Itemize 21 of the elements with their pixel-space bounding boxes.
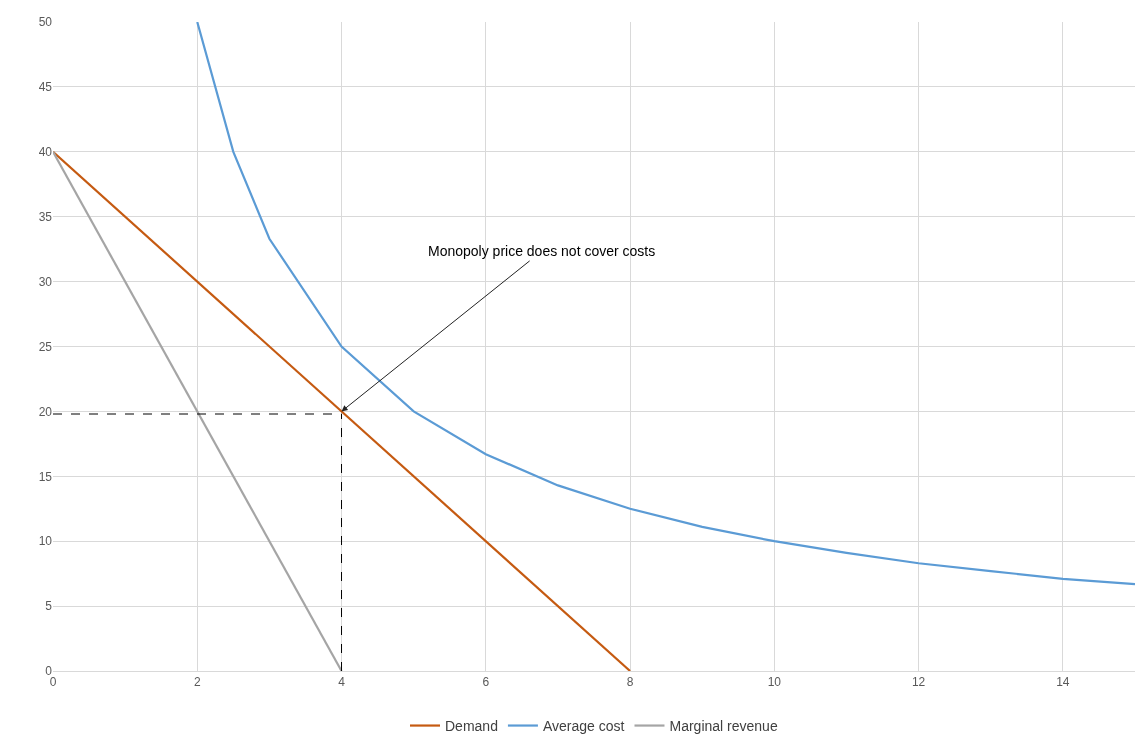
x-tick-label: 12 [911, 675, 926, 690]
x-tick-label: 8 [626, 675, 634, 690]
x-tick-label: 6 [482, 675, 490, 690]
x-tick-label: 10 [767, 675, 782, 690]
y-tick-label: 20 [38, 404, 53, 419]
legend-label: Marginal revenue [669, 718, 778, 734]
y-tick-label: 40 [38, 145, 53, 159]
y-tick-label: 30 [38, 274, 53, 289]
y-tick-label: 15 [38, 469, 53, 484]
legend-label: Demand [445, 718, 498, 734]
y-tick-label: 25 [38, 339, 53, 354]
x-tick-label: 2 [193, 675, 201, 690]
x-tick-label: 14 [1056, 675, 1070, 690]
legend-label: Average cost [542, 718, 625, 734]
x-tick-label: 4 [338, 675, 346, 690]
y-tick-label: 10 [38, 534, 53, 549]
y-tick-label: 45 [38, 80, 53, 95]
y-tick-label: 50 [38, 15, 53, 30]
y-tick-label: 35 [38, 209, 53, 224]
y-tick-label: 5 [45, 599, 53, 614]
annotation: Monopoly price does not cover costs [428, 243, 656, 259]
